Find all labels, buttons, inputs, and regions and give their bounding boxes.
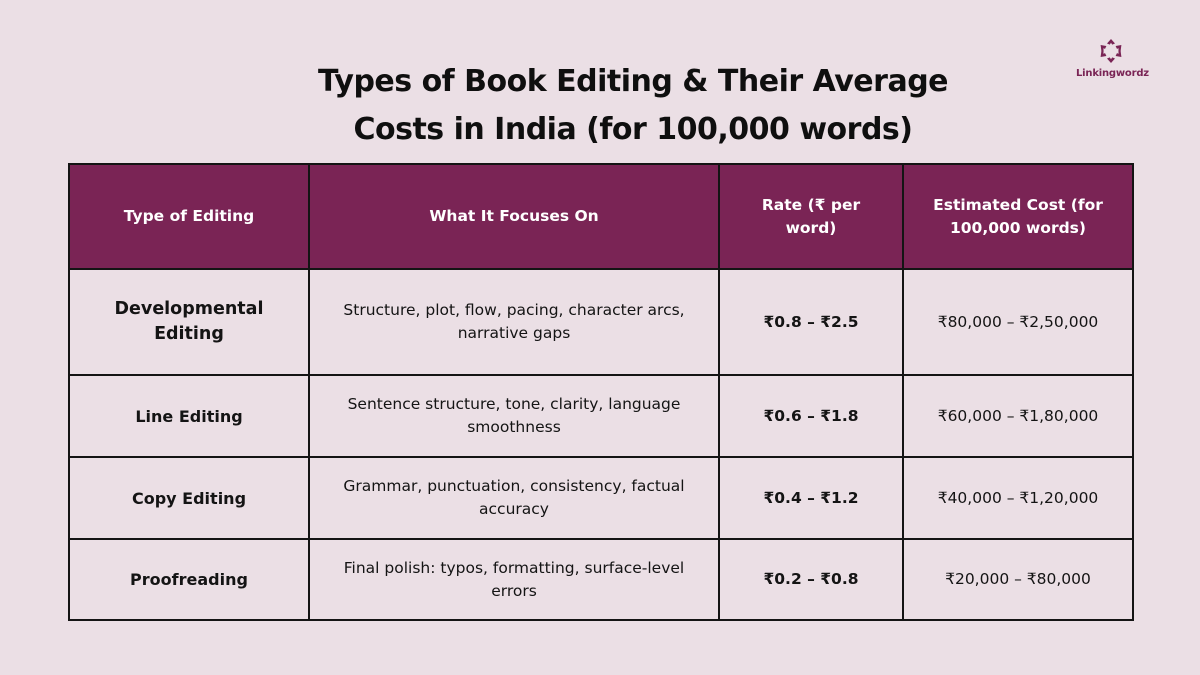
cell-focus: Sentence structure, tone, clarity, langu… bbox=[308, 374, 720, 458]
table-header-row: Type of Editing What It Focuses On Rate … bbox=[68, 163, 1134, 270]
table-row: Line Editing Sentence structure, tone, c… bbox=[68, 374, 1134, 458]
cell-rate: ₹0.6 – ₹1.8 bbox=[718, 374, 904, 458]
cell-focus: Final polish: typos, formatting, surface… bbox=[308, 538, 720, 621]
title-line-1: Types of Book Editing & Their Average bbox=[317, 64, 949, 99]
logo-text: Linkingwordz bbox=[1076, 68, 1149, 79]
title-line-2: Costs in India (for 100,000 words) bbox=[353, 112, 913, 147]
cell-rate: ₹0.2 – ₹0.8 bbox=[718, 538, 904, 621]
header-type-of-editing: Type of Editing bbox=[68, 163, 310, 270]
page-title: Types of Book Editing & Their Average Co… bbox=[250, 58, 1016, 154]
cell-type: Proofreading bbox=[68, 538, 310, 621]
cell-cost: ₹20,000 – ₹80,000 bbox=[902, 538, 1134, 621]
cell-rate: ₹0.8 – ₹2.5 bbox=[718, 268, 904, 376]
cell-cost: ₹80,000 – ₹2,50,000 bbox=[902, 268, 1134, 376]
table-row: Copy Editing Grammar, punctuation, consi… bbox=[68, 456, 1134, 540]
table-row: Developmental Editing Structure, plot, f… bbox=[68, 268, 1134, 376]
cell-focus: Grammar, punctuation, consistency, factu… bbox=[308, 456, 720, 540]
brand-logo: Linkingwordz bbox=[1076, 36, 1149, 79]
table-row: Proofreading Final polish: typos, format… bbox=[68, 538, 1134, 621]
header-focus: What It Focuses On bbox=[308, 163, 720, 270]
cell-cost: ₹60,000 – ₹1,80,000 bbox=[902, 374, 1134, 458]
cell-type: Line Editing bbox=[68, 374, 310, 458]
cell-type: Copy Editing bbox=[68, 456, 310, 540]
header-estimated-cost: Estimated Cost (for 100,000 words) bbox=[902, 163, 1134, 270]
linkingwordz-logo-icon bbox=[1100, 39, 1122, 63]
cell-focus: Structure, plot, flow, pacing, character… bbox=[308, 268, 720, 376]
header-rate: Rate (₹ per word) bbox=[718, 163, 904, 270]
cell-rate: ₹0.4 – ₹1.2 bbox=[718, 456, 904, 540]
editing-costs-table: Type of Editing What It Focuses On Rate … bbox=[68, 163, 1134, 621]
cell-type: Developmental Editing bbox=[68, 268, 310, 376]
cell-cost: ₹40,000 – ₹1,20,000 bbox=[902, 456, 1134, 540]
